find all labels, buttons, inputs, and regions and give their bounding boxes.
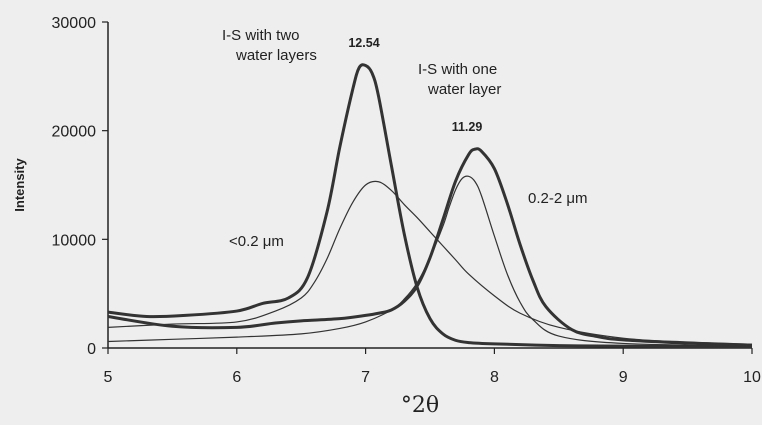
annotation-two-water-line1: I-S with two bbox=[222, 27, 300, 44]
series-line-4 bbox=[107, 175, 753, 347]
peak-label-11-29: 11.29 bbox=[452, 120, 483, 134]
x-tick-label: 6 bbox=[232, 369, 241, 386]
annotation-large-fraction: 0.2-2 μm bbox=[528, 190, 588, 207]
axes bbox=[107, 22, 752, 349]
y-tick-label: 0 bbox=[87, 341, 96, 358]
x-tick-label: 9 bbox=[619, 369, 628, 386]
y-tick-label: 30000 bbox=[52, 15, 97, 32]
annotation-one-water-line2: water layer bbox=[427, 81, 501, 98]
annotation-small-fraction: <0.2 μm bbox=[229, 233, 284, 250]
peak-label-12-54: 12.54 bbox=[348, 36, 379, 50]
x-tick-label: 5 bbox=[104, 369, 113, 386]
x-tick-label: 8 bbox=[490, 369, 499, 386]
x-tick-label: 10 bbox=[743, 369, 761, 386]
x-axis-label: °2θ bbox=[401, 393, 439, 418]
y-axis-label: Intensity bbox=[12, 158, 27, 212]
ticks: 5 6 7 8 9 10 0 10000 20000 30000 bbox=[52, 15, 762, 386]
series-line-2 bbox=[107, 147, 753, 347]
y-tick-label: 20000 bbox=[52, 124, 97, 141]
series-group bbox=[107, 63, 753, 349]
x-tick-label: 7 bbox=[361, 369, 370, 386]
y-tick-label: 10000 bbox=[52, 232, 97, 249]
annotation-two-water-line2: water layers bbox=[235, 47, 317, 64]
series-line-1 bbox=[107, 63, 753, 349]
annotation-one-water-line1: I-S with one bbox=[418, 61, 497, 78]
